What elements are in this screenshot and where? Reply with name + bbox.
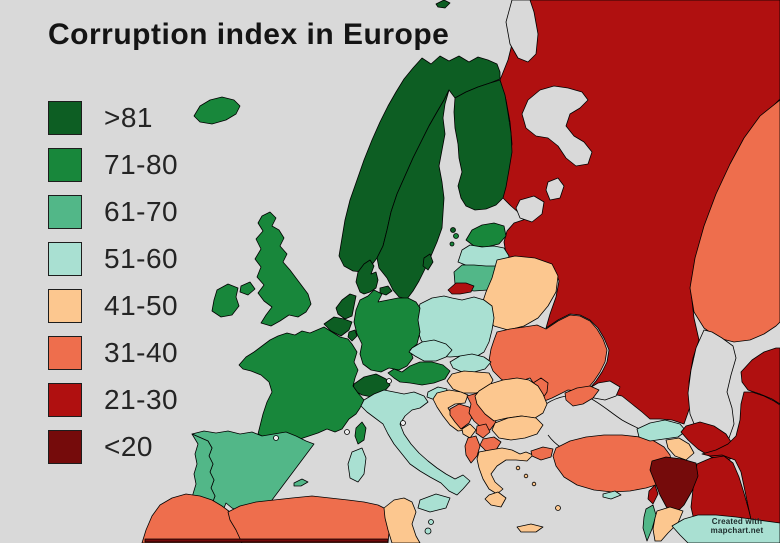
aland-island[interactable] xyxy=(450,227,456,233)
legend-row: 41-50 xyxy=(48,282,178,329)
legend-row: 31-40 xyxy=(48,329,178,376)
legend-swatch xyxy=(48,429,82,464)
legend-row: 21-30 xyxy=(48,376,178,423)
legend: >81 71-80 61-70 51-60 41-50 31-40 21-30 xyxy=(48,94,178,470)
balearic-islands[interactable] xyxy=(293,478,309,487)
crete-island[interactable] xyxy=(516,523,544,533)
gotland-island[interactable] xyxy=(422,253,434,271)
country-luxembourg[interactable] xyxy=(347,329,358,342)
legend-row: 61-70 xyxy=(48,188,178,235)
country-andorra[interactable] xyxy=(273,435,279,441)
country-cyprus[interactable] xyxy=(602,490,622,500)
country-sweden[interactable] xyxy=(376,89,450,300)
country-lebanon[interactable] xyxy=(647,484,659,505)
country-tunisia[interactable] xyxy=(383,497,421,543)
country-svalbard[interactable] xyxy=(435,0,451,9)
aegean-island-2[interactable] xyxy=(523,473,529,479)
country-malta-gozo[interactable] xyxy=(424,527,432,535)
corsica-island[interactable] xyxy=(354,421,367,445)
legend-label: >81 xyxy=(104,101,153,133)
lake-onega xyxy=(545,177,565,201)
legend-label: <20 xyxy=(104,430,153,462)
estonia-island-2[interactable] xyxy=(449,241,455,247)
country-denmark[interactable] xyxy=(355,259,379,295)
legend-swatch xyxy=(48,147,82,182)
legend-label: 41-50 xyxy=(104,289,179,321)
legend-row: <20 xyxy=(48,423,178,470)
legend-swatch xyxy=(48,241,82,276)
country-iran[interactable] xyxy=(701,391,780,543)
legend-row: 71-80 xyxy=(48,141,178,188)
country-united-kingdom[interactable] xyxy=(254,211,312,327)
aegean-island[interactable] xyxy=(515,465,521,471)
legend-label: 71-80 xyxy=(104,148,179,180)
country-greece[interactable] xyxy=(476,447,534,495)
country-western-sahara[interactable] xyxy=(144,538,389,543)
country-bulgaria[interactable] xyxy=(491,415,544,441)
country-slovakia[interactable] xyxy=(449,353,492,373)
legend-label: 21-30 xyxy=(104,383,179,415)
country-austria[interactable] xyxy=(387,361,451,386)
map-title: Corruption index in Europe xyxy=(48,18,450,51)
country-kosovo[interactable] xyxy=(475,423,491,439)
crimea-peninsula[interactable] xyxy=(564,385,600,407)
legend-row: 51-60 xyxy=(48,235,178,282)
legend-label: 31-40 xyxy=(104,336,179,368)
country-turkmenistan[interactable] xyxy=(740,347,780,405)
barents-sea-inlet xyxy=(505,0,539,63)
country-albania[interactable] xyxy=(464,435,481,464)
country-bosnia[interactable] xyxy=(449,403,475,430)
country-finland[interactable] xyxy=(453,79,513,211)
legend-swatch xyxy=(48,194,82,229)
legend-swatch xyxy=(48,100,82,135)
legend-label: 51-60 xyxy=(104,242,179,274)
country-netherlands[interactable] xyxy=(335,293,357,320)
country-san-marino[interactable] xyxy=(400,420,406,426)
legend-label: 61-70 xyxy=(104,195,179,227)
country-turkey-thrace[interactable] xyxy=(530,446,554,461)
northern-ireland[interactable] xyxy=(239,281,256,296)
country-israel[interactable] xyxy=(642,504,657,542)
watermark-text: Created with mapchart.net xyxy=(710,517,764,535)
country-belarus[interactable] xyxy=(481,255,559,331)
rhodes-island[interactable] xyxy=(555,505,561,511)
sicily-island[interactable] xyxy=(417,493,451,513)
country-czechia[interactable] xyxy=(408,339,453,362)
sea-of-azov xyxy=(587,380,621,401)
lake-ladoga xyxy=(515,195,545,223)
sardinia-island[interactable] xyxy=(347,447,367,483)
estonia-island[interactable] xyxy=(453,233,459,239)
country-italy[interactable] xyxy=(360,389,471,496)
country-monaco[interactable] xyxy=(344,429,350,435)
legend-swatch xyxy=(48,335,82,370)
country-germany[interactable] xyxy=(353,289,421,373)
caspian-sea xyxy=(687,329,737,445)
country-jordan[interactable] xyxy=(652,506,684,542)
country-algeria[interactable] xyxy=(227,495,391,543)
country-romania[interactable] xyxy=(474,377,548,422)
country-malta[interactable] xyxy=(428,519,434,525)
peloponnese[interactable] xyxy=(484,491,507,508)
aegean-island-3[interactable] xyxy=(531,481,537,487)
country-belgium[interactable] xyxy=(323,316,353,337)
country-armenia[interactable] xyxy=(665,437,695,461)
country-georgia[interactable] xyxy=(636,419,687,442)
legend-swatch xyxy=(48,288,82,323)
country-iceland[interactable] xyxy=(193,96,241,125)
white-sea xyxy=(521,85,593,167)
country-montenegro[interactable] xyxy=(461,423,477,439)
country-syria[interactable] xyxy=(649,456,699,515)
country-ireland[interactable] xyxy=(211,283,240,318)
country-liechtenstein[interactable] xyxy=(386,378,392,384)
legend-swatch xyxy=(48,382,82,417)
country-kaliningrad[interactable] xyxy=(447,282,475,295)
legend-row: >81 xyxy=(48,94,178,141)
denmark-islands[interactable] xyxy=(379,285,393,296)
country-kazakhstan[interactable] xyxy=(689,99,780,343)
country-saudi-arabia[interactable] xyxy=(671,514,780,543)
